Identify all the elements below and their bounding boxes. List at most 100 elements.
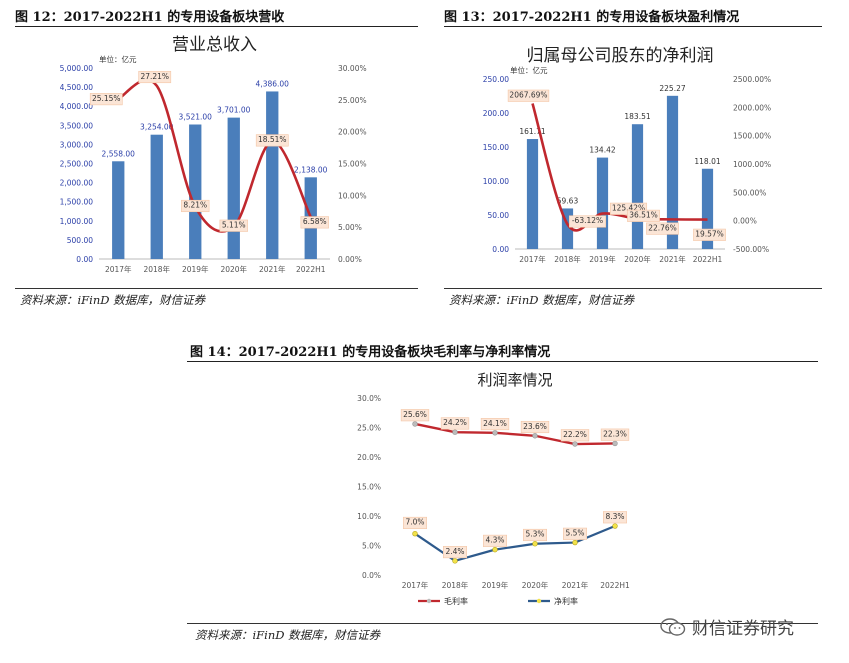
margin-label: 23.6%	[523, 422, 547, 431]
rev-unit-label: 单位：亿元	[99, 54, 137, 64]
figure-12-rule	[15, 26, 418, 27]
rev-growth-line	[117, 78, 312, 233]
figure-12-title: 图 12：2017-2022H1 的专用设备板块营收	[15, 10, 285, 25]
rev-growth-label: 8.21%	[183, 201, 207, 210]
rev-y-right-tick: 30.00%	[338, 64, 367, 73]
rev-growth-label-bg	[255, 134, 289, 147]
rev-bar-label: 2,138.00	[294, 165, 328, 174]
margin-label-bg	[560, 429, 590, 442]
np-y-right-tick: 2000.00%	[733, 103, 771, 112]
np-growth-label: 22.76%	[648, 223, 677, 232]
margin-label: 2.4%	[445, 547, 464, 556]
rev-y-left-tick: 3,500.00	[60, 121, 94, 130]
np-title: 归属母公司股东的净利润	[527, 46, 714, 66]
rev-y-right-tick: 0.00%	[338, 255, 362, 264]
rev-y-right-tick: 10.00%	[338, 191, 367, 200]
margin-point	[532, 541, 538, 547]
np-bar-label: 183.51	[624, 112, 650, 121]
rev-y-left-tick: 1,000.00	[60, 217, 94, 226]
rev-y-left-tick: 1,500.00	[60, 198, 94, 207]
rev-growth-label-bg	[300, 216, 329, 229]
margin-y-tick: 10.0%	[357, 512, 381, 521]
margin-label: 25.6%	[403, 410, 427, 419]
watermark: 财信证券研究	[660, 614, 794, 639]
watermark-text: 财信证券研究	[692, 619, 794, 639]
rev-growth-label-bg	[138, 70, 172, 84]
chart-margins: 利润率情况 0.0% 5.0% 10.0% 15.0% 20.0% 25.0% 30.0% 20…	[357, 371, 630, 606]
np-y-left-tick: 0.00	[492, 245, 509, 254]
margin-label-bg	[443, 546, 468, 559]
np-bar	[526, 139, 539, 249]
rev-growth-label: 18.51%	[258, 135, 287, 144]
figure-13-rule	[444, 26, 822, 27]
legend-label: 毛利率	[444, 596, 468, 606]
rev-bar-label: 4,386.00	[256, 79, 290, 88]
np-growth-label-bg	[627, 209, 660, 222]
margin-point	[492, 430, 498, 436]
margin-label: 7.0%	[405, 518, 424, 527]
rev-y-right-tick: 15.00%	[338, 160, 367, 169]
rev-bar-label: 3,254.00	[140, 123, 174, 132]
np-bar	[596, 157, 609, 249]
rev-y-left-tick: 4,500.00	[60, 83, 94, 92]
margin-y-tick: 5.0%	[362, 542, 381, 551]
figure-14-title: 图 14：2017-2022H1 的专用设备板块毛利率与净利率情况	[190, 345, 551, 360]
rev-bar	[266, 91, 279, 259]
np-y-left-tick: 150.00	[483, 143, 509, 152]
np-x-tick: 2018年	[554, 254, 581, 264]
figure-12-bottom-rule	[15, 288, 418, 289]
margin-label: 24.1%	[483, 419, 507, 428]
np-x-tick: 2021年	[659, 254, 686, 264]
rev-bar-label: 3,521.00	[179, 112, 213, 121]
margin-y-tick: 0.0%	[362, 571, 381, 580]
np-y-left-tick: 200.00	[483, 109, 509, 118]
margin-x-tick: 2017年	[402, 580, 429, 590]
rev-y-left-tick: 2,500.00	[60, 160, 94, 169]
rev-growth-label: 5.11%	[222, 220, 246, 229]
np-growth-label: 2067.69%	[509, 90, 547, 99]
rev-bar-label: 3,701.00	[217, 106, 251, 115]
np-bar	[631, 124, 644, 249]
margin-point	[532, 433, 538, 439]
margin-label-bg	[483, 534, 508, 547]
margin-label-bg	[480, 418, 510, 431]
margin-label-bg	[602, 511, 627, 524]
rev-y-left-tick: 5,000.00	[60, 64, 94, 73]
np-x-tick: 2020年	[624, 254, 651, 264]
rev-y-right-tick: 25.00%	[338, 96, 367, 105]
rev-x-tick: 2017年	[105, 264, 132, 274]
margin-label-bg	[402, 516, 427, 529]
margin-label: 8.3%	[605, 512, 624, 521]
np-growth-label: 36.51%	[629, 211, 658, 220]
figure-13-title: 图 13：2017-2022H1 的专用设备板块盈利情况	[444, 10, 740, 25]
np-growth-label-bg	[646, 222, 679, 235]
rev-x-tick: 2019年	[182, 264, 209, 274]
margin-x-tick: 2022H1	[600, 581, 630, 590]
np-y-right-tick: 1500.00%	[733, 132, 771, 141]
np-y-left-tick: 50.00	[488, 211, 510, 220]
margin-label-bg	[520, 420, 550, 434]
margin-y-tick: 15.0%	[357, 483, 381, 492]
rev-y-right-tick: 20.00%	[338, 128, 367, 137]
margin-x-tick: 2018年	[442, 580, 469, 590]
rev-y-left-tick: 0.00	[76, 255, 93, 264]
figure-12-source: 资料来源：iFinD 数据库，财信证券	[20, 293, 206, 307]
margin-y-tick: 25.0%	[357, 424, 381, 433]
figure-13-bottom-rule	[444, 288, 822, 289]
rev-bar	[227, 117, 240, 260]
rev-title: 营业总收入	[172, 35, 257, 55]
np-y-left-tick: 250.00	[483, 75, 509, 84]
wechat-icon	[660, 617, 686, 637]
figure-14-rule	[187, 361, 818, 362]
np-y-right-tick: -500.00%	[733, 245, 769, 254]
rev-x-tick: 2022H1	[296, 265, 326, 274]
legend-label: 净利率	[554, 596, 578, 606]
margin-point	[412, 531, 418, 537]
rev-y-left-tick: 3,000.00	[60, 140, 94, 149]
rev-growth-label-bg	[219, 219, 248, 232]
np-x-tick: 2022H1	[693, 255, 723, 264]
figure-14-bottom-rule	[187, 623, 818, 624]
margin-title: 利润率情况	[477, 371, 552, 389]
